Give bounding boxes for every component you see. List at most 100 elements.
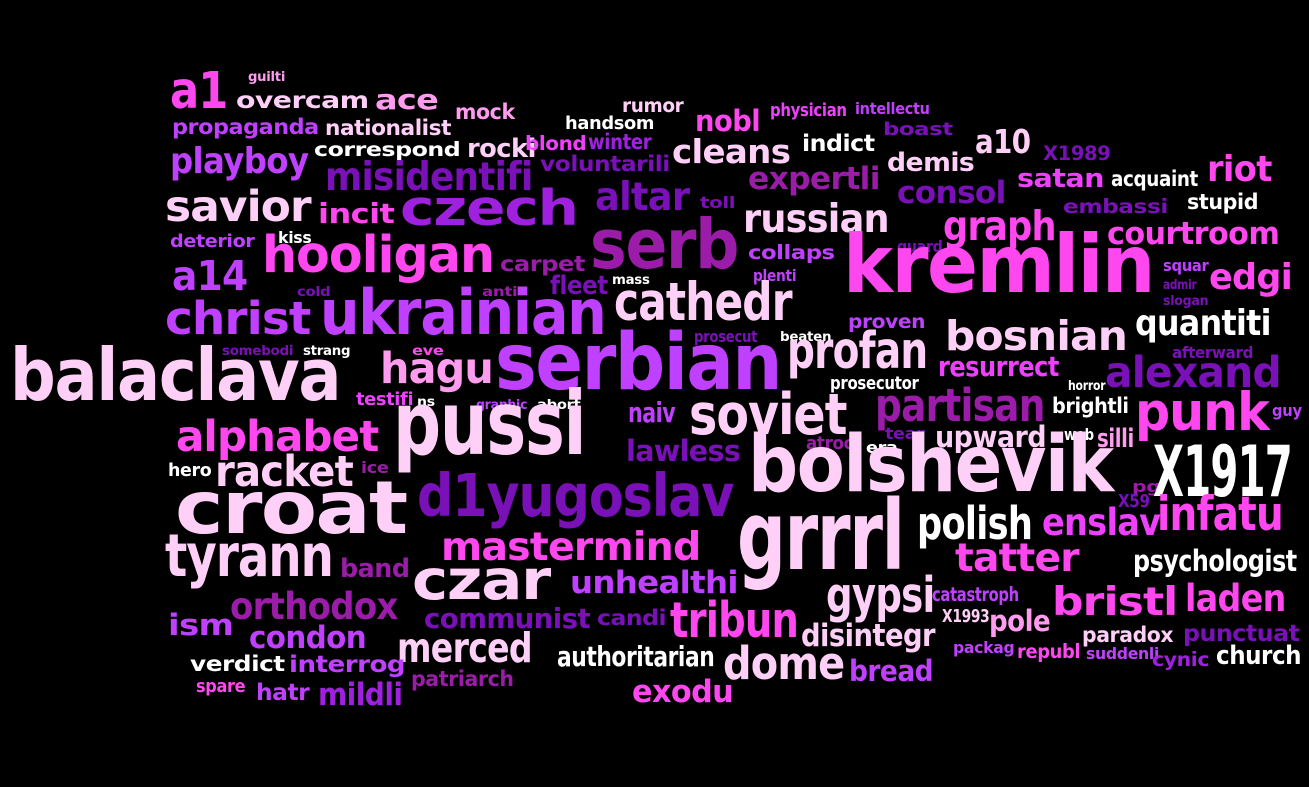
cloud-word: psychologist (1133, 543, 1297, 578)
cloud-word: infatu (1157, 486, 1284, 542)
cloud-word: tatter (955, 536, 1080, 581)
cloud-word: communist (424, 603, 591, 635)
cloud-word: edgi (1209, 257, 1293, 299)
cloud-word: spare (196, 677, 246, 698)
cloud-word: lawless (626, 433, 741, 468)
cloud-word: savior (165, 181, 312, 232)
cloud-word: ns (417, 394, 435, 411)
cloud-word: ice (361, 458, 389, 478)
cloud-word: suddenli (1086, 644, 1160, 664)
cloud-word: kiss (278, 228, 312, 248)
cloud-word: authoritarian (557, 641, 715, 673)
cloud-word: intellectu (855, 99, 930, 119)
cloud-word: mass (612, 272, 650, 289)
cloud-word: stupid (1187, 189, 1259, 215)
cloud-word: beaten (780, 329, 832, 346)
cloud-word: naiv (628, 397, 676, 429)
cloud-word: unhealthi (570, 565, 738, 602)
cloud-word: pussi (393, 371, 587, 475)
cloud-word: punctuat (1183, 618, 1300, 647)
cloud-word: acquaint (1111, 166, 1198, 192)
cloud-word: nationalist (325, 115, 452, 141)
cloud-word: cold (297, 284, 331, 301)
cloud-word: overcam (236, 85, 369, 114)
cloud-word: prosecut (694, 327, 758, 347)
cloud-word: strang (303, 343, 351, 360)
cloud-word: cathedr (614, 272, 793, 334)
cloud-word: afterward (1172, 343, 1254, 363)
cloud-word: russian (743, 197, 890, 242)
cloud-word: gypsi (826, 566, 935, 624)
cloud-word: grrrl (737, 480, 905, 593)
cloud-word: hagu (380, 343, 494, 394)
cloud-word: silli (1097, 423, 1134, 454)
cloud-word: bristl (1052, 580, 1178, 625)
cloud-word: packag (953, 638, 1015, 658)
cloud-word: anti (482, 284, 518, 301)
cloud-word: cleans (672, 132, 791, 172)
cloud-word: enslav (1042, 500, 1161, 545)
cloud-word: toll (700, 193, 736, 213)
cloud-word: squar (1163, 256, 1209, 276)
cloud-word: czech (400, 179, 579, 237)
cloud-word: tyrann (165, 521, 334, 591)
cloud-word: collaps (748, 241, 835, 264)
cloud-word: bread (849, 653, 934, 688)
cloud-word: pg (1132, 477, 1161, 497)
cloud-word: republ (1017, 640, 1081, 663)
cloud-word: church (1216, 640, 1302, 671)
cloud-word: hooligan (262, 225, 495, 285)
cloud-word: X1989 (1043, 142, 1111, 165)
cloud-word: riot (1207, 149, 1272, 191)
cloud-word: eve (412, 343, 444, 360)
cloud-word: a14 (172, 251, 248, 300)
cloud-word: physician (770, 101, 847, 122)
cloud-word: alexand (1105, 347, 1282, 398)
cloud-word: balaclava (10, 334, 342, 419)
cloud-word: boast (883, 120, 953, 141)
cloud-word: nobl (695, 103, 761, 138)
cloud-word: disintegr (801, 618, 936, 655)
cloud-word: tribun (670, 591, 799, 649)
cloud-word: croat (175, 466, 408, 552)
cloud-word: hatr (256, 677, 310, 706)
cloud-word: tear (885, 424, 925, 444)
cloud-word: profan (787, 321, 928, 381)
cloud-word: pole (989, 603, 1051, 638)
cloud-word: horror (1068, 378, 1106, 395)
cloud-word: graphic (476, 397, 528, 414)
cloud-word: winter (588, 129, 652, 155)
cloud-word: deterior (170, 232, 255, 253)
cloud-word: patriarch (411, 666, 514, 692)
cloud-word: polish (917, 496, 1033, 550)
cloud-word: slogan (1163, 293, 1209, 310)
cloud-word: orthodox (230, 584, 398, 629)
cloud-word: a1 (170, 61, 228, 121)
cloud-word: guard (897, 237, 943, 257)
cloud-word: band (340, 553, 410, 584)
cloud-word: mock (455, 99, 515, 125)
cloud-word: guilti (248, 69, 286, 86)
cloud-word: mastermind (441, 525, 701, 570)
cloud-word: guy (1272, 401, 1302, 421)
cloud-word: christ (165, 291, 311, 345)
cloud-word: plenti (753, 266, 797, 286)
cloud-word: merced (397, 623, 533, 672)
cloud-word: upward (935, 419, 1047, 454)
cloud-word: correspond (314, 138, 461, 161)
cloud-word: serbian (495, 317, 782, 409)
cloud-word: czar (412, 548, 551, 613)
cloud-word: ukrainian (320, 275, 607, 349)
cloud-word: racket (215, 446, 354, 497)
cloud-word: brightli (1052, 393, 1129, 419)
cloud-word: voluntarili (540, 151, 670, 177)
cloud-word: era (866, 438, 898, 458)
cloud-word: indict (802, 128, 875, 157)
cloud-word: demis (887, 147, 975, 178)
cloud-word: propaganda (172, 114, 319, 140)
cloud-word: graph (943, 201, 1057, 250)
cloud-word: blond (525, 132, 587, 155)
cloud-word: consol (897, 175, 1006, 212)
cloud-word: abort (537, 397, 581, 414)
